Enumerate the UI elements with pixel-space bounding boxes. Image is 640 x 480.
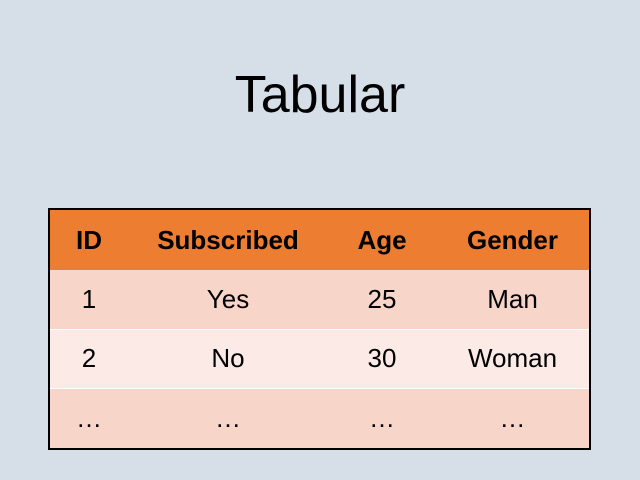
cell-id: 1 — [81, 283, 97, 314]
column-header-age: Age — [357, 224, 407, 255]
cell-subscribed: … — [128, 388, 328, 448]
table-header-row: ID Subscribed Age Gender — [50, 210, 589, 270]
column-header-gender: Gender — [466, 224, 559, 255]
table-row: … … … … — [50, 388, 589, 448]
cell-age: … — [328, 388, 436, 448]
cell-gender: Man — [487, 283, 538, 314]
table-row: 1 Yes 25 Man — [50, 270, 589, 330]
cell-subscribed: No — [128, 328, 328, 389]
cell-gender: … — [436, 388, 589, 448]
column-header-id: ID — [76, 224, 102, 255]
data-table: ID Subscribed Age Gender 1 Yes 25 Man 2 … — [48, 208, 591, 450]
slide-title: Tabular — [234, 66, 406, 124]
column-header-subscribed: Subscribed — [157, 224, 299, 255]
cell-subscribed: Yes — [206, 283, 250, 314]
cell-age: 30 — [328, 328, 436, 389]
cell-id: … — [50, 388, 128, 448]
cell-gender: Woman — [436, 328, 589, 389]
cell-age: 25 — [367, 283, 397, 314]
table-row: 2 No 30 Woman — [50, 328, 589, 389]
cell-id: 2 — [50, 328, 128, 389]
